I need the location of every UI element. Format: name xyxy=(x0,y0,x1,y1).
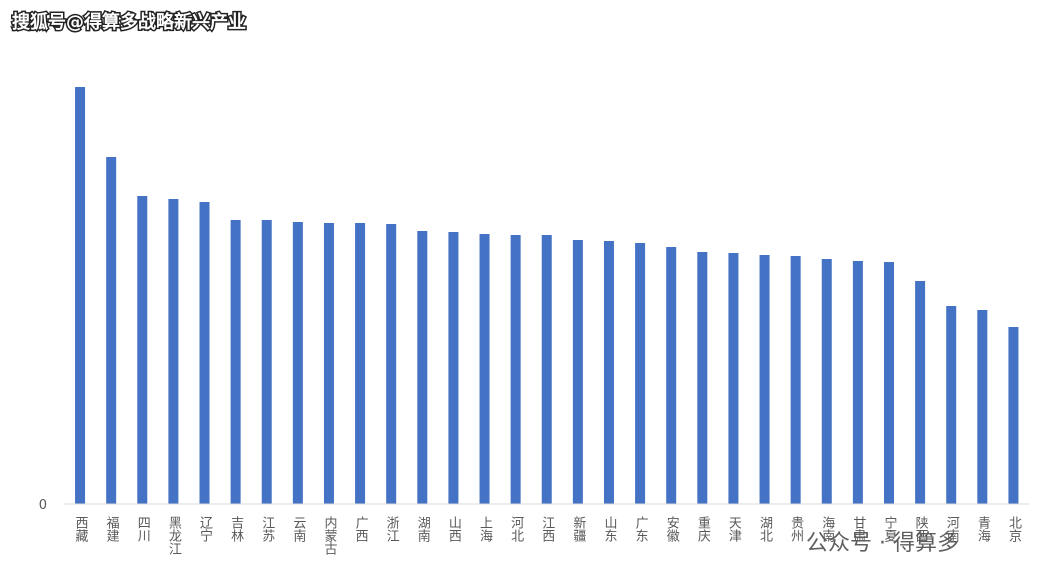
x-tick-label: 湖南 xyxy=(415,516,431,542)
x-tick-label: 新疆 xyxy=(570,515,586,542)
bar xyxy=(230,220,241,504)
x-tick-label: 贵州 xyxy=(788,516,804,542)
bar xyxy=(168,199,179,504)
x-tick-label: 宁夏 xyxy=(881,515,897,542)
x-tick-label: 四川 xyxy=(135,516,151,542)
bar xyxy=(946,306,957,504)
bar xyxy=(417,231,428,504)
x-tick-label: 陕西 xyxy=(913,516,929,542)
bar xyxy=(1008,327,1019,504)
bar xyxy=(977,310,988,504)
x-tick-label: 浙江 xyxy=(384,516,400,542)
x-tick-label: 河南 xyxy=(944,516,960,542)
x-tick-label: 黑龙江 xyxy=(166,516,182,555)
bar xyxy=(479,234,490,504)
bar xyxy=(790,256,801,504)
x-tick-label: 海南 xyxy=(819,516,835,542)
x-tick-label: 青海 xyxy=(975,516,991,542)
x-tick-label: 广西 xyxy=(353,516,369,542)
bar xyxy=(728,253,739,504)
x-tick-label: 天津 xyxy=(726,516,742,542)
bar xyxy=(697,252,708,504)
bar xyxy=(386,224,397,504)
bar xyxy=(915,281,926,504)
bar xyxy=(883,262,894,504)
x-tick-label: 广东 xyxy=(633,516,649,542)
bar xyxy=(510,235,521,504)
x-tick-label: 江西 xyxy=(539,516,555,542)
x-tick-label: 安徽 xyxy=(664,516,680,542)
x-tick-label: 甘肃 xyxy=(850,516,866,542)
x-tick-label: 北京 xyxy=(1006,516,1022,542)
x-tick-label: 河北 xyxy=(508,516,524,543)
bar xyxy=(572,240,583,504)
bar xyxy=(541,235,552,504)
bar xyxy=(106,157,117,504)
bar xyxy=(199,202,210,504)
x-tick-label: 山西 xyxy=(446,516,462,542)
bar xyxy=(323,223,334,504)
bar xyxy=(821,259,832,504)
y-tick-label: 0 xyxy=(39,498,47,513)
x-tick-label: 西藏 xyxy=(73,516,89,542)
x-tick-label: 江苏 xyxy=(259,516,275,542)
watermark: 搜狐号@得算多战略新兴产业 xyxy=(12,11,246,33)
bar xyxy=(759,255,770,504)
bar xyxy=(666,247,677,504)
bar xyxy=(355,223,366,504)
x-tick-label: 内蒙古 xyxy=(321,515,337,555)
bar xyxy=(852,261,863,504)
footer-watermark: 公众号 · 得算多 xyxy=(806,531,959,556)
x-tick-label: 云南 xyxy=(290,516,306,542)
x-tick-label: 山东 xyxy=(601,516,617,542)
bar xyxy=(448,232,459,504)
x-tick-label: 湖北 xyxy=(757,516,773,543)
bar xyxy=(603,241,614,504)
x-tick-label: 福建 xyxy=(104,516,120,543)
x-tick-label: 辽宁 xyxy=(197,516,213,542)
x-tick-label: 吉林 xyxy=(228,516,244,542)
bar xyxy=(261,220,272,504)
bar xyxy=(75,87,86,504)
bar xyxy=(292,222,303,504)
bar xyxy=(137,196,148,504)
x-tick-label: 上海 xyxy=(477,516,493,542)
bar xyxy=(635,243,646,504)
x-tick-label: 重庆 xyxy=(695,515,711,542)
